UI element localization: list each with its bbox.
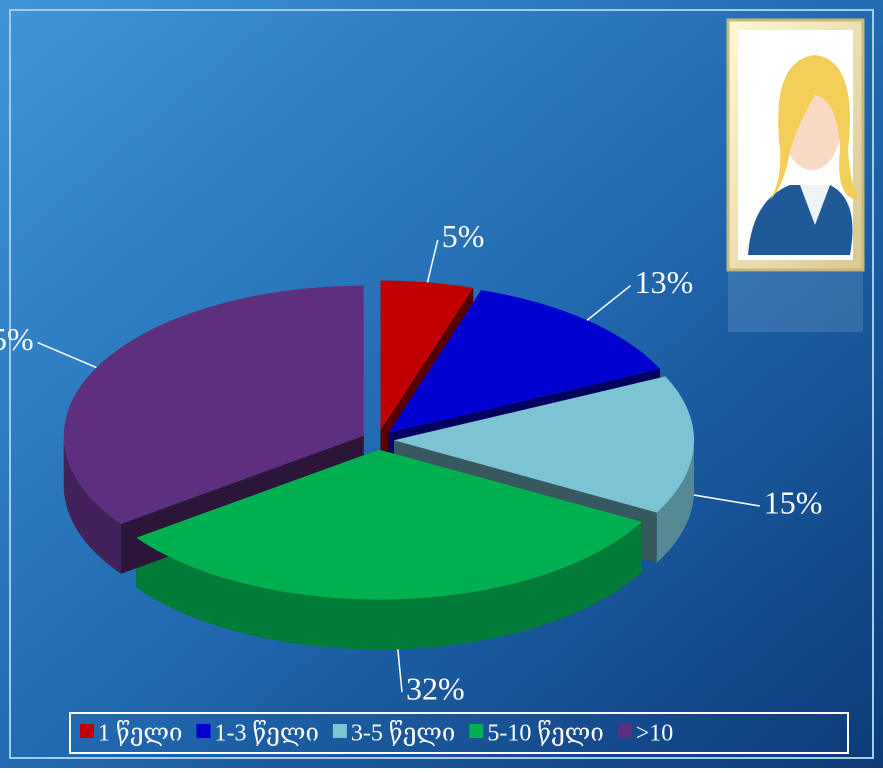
legend-swatch bbox=[332, 724, 347, 738]
leader-line bbox=[37, 341, 97, 369]
slice-wall bbox=[656, 440, 694, 563]
legend-swatch bbox=[617, 724, 632, 738]
legend-box bbox=[69, 712, 849, 754]
avatar bbox=[726, 18, 865, 332]
data-label: 5% bbox=[442, 218, 485, 254]
slice bbox=[393, 376, 694, 513]
data-label: 15% bbox=[764, 484, 823, 520]
leader-line bbox=[693, 494, 760, 507]
leader-line bbox=[397, 649, 403, 693]
slice-wall bbox=[136, 521, 642, 650]
slice bbox=[63, 285, 364, 524]
slice-wall bbox=[63, 435, 121, 574]
legend-label: >10 bbox=[636, 721, 674, 747]
legend-swatch bbox=[196, 724, 211, 738]
frame bbox=[9, 9, 874, 759]
data-label: 35% bbox=[0, 321, 34, 357]
leader-line bbox=[426, 239, 439, 283]
legend-label: 5-10 წელი bbox=[487, 721, 603, 747]
data-label: 32% bbox=[406, 671, 465, 707]
legend-label: 3-5 წელი bbox=[351, 721, 455, 747]
legend-label: 1-3 წელი bbox=[214, 721, 318, 747]
leader-line bbox=[586, 284, 632, 321]
slice bbox=[388, 290, 660, 433]
data-label: 13% bbox=[635, 264, 694, 300]
slice bbox=[136, 449, 642, 600]
legend-label: 1 წელი bbox=[98, 721, 182, 747]
legend-swatch bbox=[80, 724, 94, 738]
legend-swatch bbox=[469, 724, 484, 738]
slice bbox=[380, 280, 474, 431]
